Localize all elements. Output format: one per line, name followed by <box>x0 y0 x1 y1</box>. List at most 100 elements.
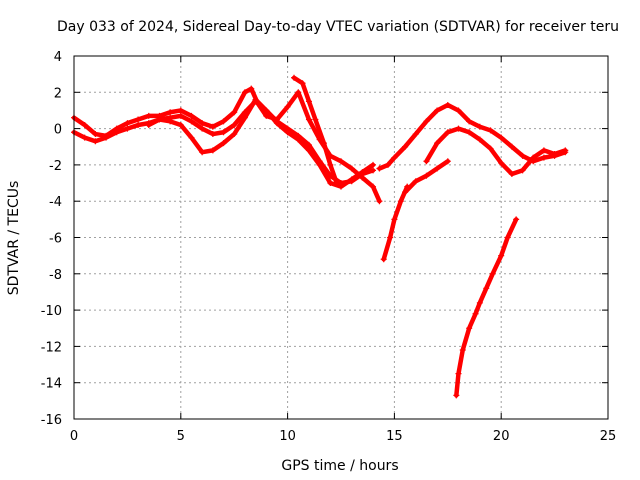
data-point <box>81 134 88 141</box>
data-point <box>391 154 398 161</box>
data-point <box>327 180 334 187</box>
data-point <box>81 121 88 128</box>
data-series <box>71 74 569 399</box>
data-point <box>113 129 120 136</box>
data-point <box>295 89 302 96</box>
data-point <box>370 167 377 174</box>
data-point <box>455 125 462 132</box>
y-tick-label: -2 <box>49 159 62 174</box>
data-point <box>391 216 398 223</box>
data-point <box>434 107 441 114</box>
y-tick-label: -12 <box>41 340 62 355</box>
data-point <box>316 158 323 165</box>
data-point <box>376 165 383 172</box>
data-point <box>305 141 312 148</box>
axis-ticks: 0 5 10 15 20 25 -16 -14 -12 -10 -8 -6 -4 -2 0 2 4 <box>41 50 617 444</box>
data-point <box>380 256 387 263</box>
data-point <box>519 167 526 174</box>
data-point <box>231 121 238 128</box>
data-point <box>444 129 451 136</box>
data-point <box>252 98 259 105</box>
data-point <box>305 98 312 105</box>
x-tick-label: 15 <box>386 429 403 444</box>
y-tick-label: 2 <box>54 86 62 101</box>
data-point <box>209 123 216 130</box>
data-point <box>423 158 430 165</box>
data-point <box>455 370 462 377</box>
data-point <box>348 165 355 172</box>
data-point <box>188 112 195 119</box>
x-tick-label: 20 <box>493 429 510 444</box>
data-point <box>145 121 152 128</box>
data-point <box>530 154 537 161</box>
data-point <box>487 127 494 134</box>
data-point <box>498 160 505 167</box>
data-point <box>423 118 430 125</box>
data-point <box>299 80 306 87</box>
data-point <box>466 129 473 136</box>
y-tick-label: -8 <box>49 268 62 283</box>
data-point <box>487 145 494 152</box>
data-point <box>508 143 515 150</box>
data-point <box>320 140 327 147</box>
series-trace-d <box>291 74 340 187</box>
y-tick-label: -10 <box>41 304 62 319</box>
data-point <box>489 270 496 277</box>
x-tick-label: 25 <box>600 429 617 444</box>
data-point <box>209 131 216 138</box>
data-point <box>397 198 404 205</box>
data-point <box>199 125 206 132</box>
data-point <box>370 161 377 168</box>
data-point <box>476 123 483 130</box>
data-point <box>519 152 526 159</box>
data-point <box>145 112 152 119</box>
data-point <box>498 134 505 141</box>
data-point <box>466 118 473 125</box>
data-point <box>241 89 248 96</box>
data-point <box>231 109 238 116</box>
data-point <box>423 172 430 179</box>
series-line <box>424 126 568 177</box>
data-point <box>92 138 99 145</box>
data-point <box>220 118 227 125</box>
data-point <box>220 140 227 147</box>
data-point <box>156 116 163 123</box>
data-point <box>231 131 238 138</box>
chart-title: Day 033 of 2024, Sidereal Day-to-day VTE… <box>57 19 619 35</box>
data-point <box>412 178 419 185</box>
data-point <box>284 103 291 110</box>
data-point <box>167 109 174 116</box>
data-point <box>92 131 99 138</box>
y-axis-label: SDTVAR / TECUs <box>6 181 22 296</box>
data-point <box>376 198 383 205</box>
data-point <box>241 109 248 116</box>
data-point <box>551 151 558 158</box>
data-point <box>453 392 460 399</box>
series-trace-h <box>380 183 411 263</box>
data-point <box>472 310 479 317</box>
data-point <box>562 147 569 154</box>
data-point <box>404 183 411 190</box>
data-point <box>188 134 195 141</box>
data-point <box>135 116 142 123</box>
data-point <box>124 125 131 132</box>
data-point <box>291 74 298 81</box>
series-trace-f <box>423 125 569 177</box>
data-point <box>333 180 340 187</box>
data-point <box>513 216 520 223</box>
series-trace-i <box>453 216 520 399</box>
data-point <box>199 120 206 127</box>
data-point <box>466 325 473 332</box>
data-point <box>444 102 451 109</box>
data-point <box>370 183 377 190</box>
data-point <box>124 120 131 127</box>
data-point <box>434 140 441 147</box>
data-point <box>402 143 409 150</box>
x-tick-label: 5 <box>177 429 185 444</box>
data-point <box>459 347 466 354</box>
data-point <box>444 158 451 165</box>
y-tick-label: -16 <box>41 413 62 428</box>
data-point <box>220 129 227 136</box>
data-point <box>412 131 419 138</box>
